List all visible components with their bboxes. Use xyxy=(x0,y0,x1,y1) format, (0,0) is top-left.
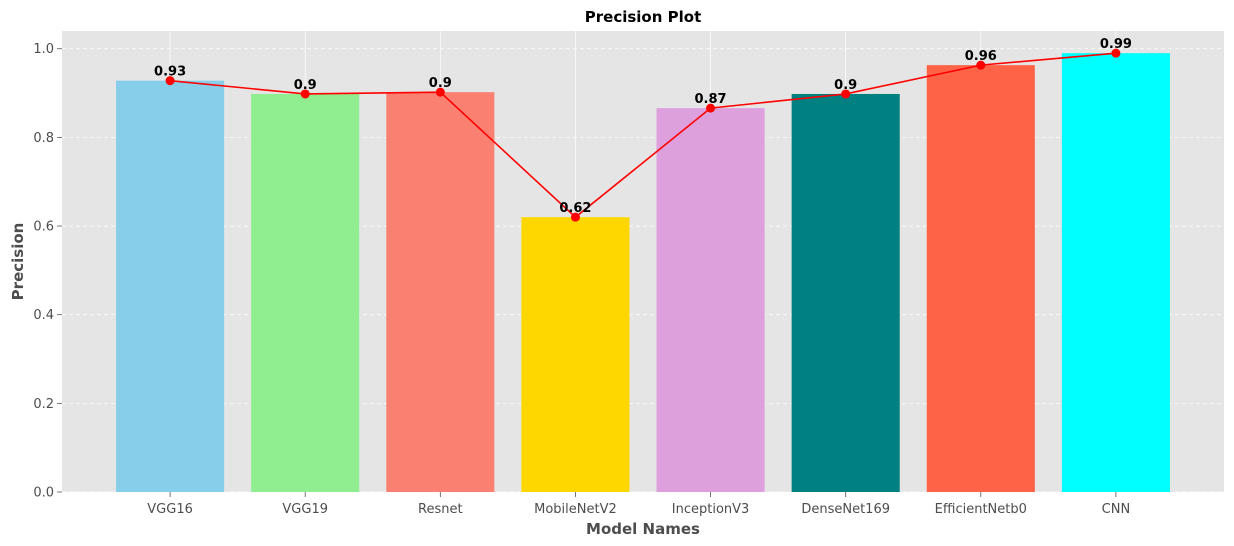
data-label-vgg19: 0.9 xyxy=(294,78,317,93)
y-axis-ticks: 0.0 0.2 0.4 0.6 0.8 1.0 xyxy=(33,42,62,501)
y-tick-label: 0.6 xyxy=(33,220,54,235)
bar-mobilenetv2 xyxy=(521,217,630,492)
bar-densenet169 xyxy=(791,93,900,493)
x-tick-label-efficientnetb0: EfficientNetb0 xyxy=(935,502,1027,517)
bar-cnn xyxy=(1061,53,1170,493)
y-tick-label: 0.2 xyxy=(33,397,54,412)
precision-point-resnet xyxy=(435,87,445,97)
plot-background xyxy=(62,31,1224,492)
x-tick-label-densenet169: DenseNet169 xyxy=(801,502,890,517)
data-label-cnn: 0.99 xyxy=(1100,37,1132,52)
data-label-vgg16: 0.93 xyxy=(154,65,186,80)
x-tick-label-mobilenetv2: MobileNetV2 xyxy=(534,502,617,517)
data-label-efficientnetb0: 0.96 xyxy=(965,49,997,64)
x-tick-label-inceptionv3: InceptionV3 xyxy=(672,502,750,517)
y-tick-label: 0.8 xyxy=(33,131,54,146)
precision-point-cnn xyxy=(1111,48,1121,58)
precision-point-vgg19 xyxy=(300,89,310,99)
y-axis-title: Precision xyxy=(9,223,27,301)
data-labels: 0.93 0.9 0.9 0.62 0.87 0.9 0.96 0.99 xyxy=(154,37,1132,216)
precision-point-mobilenetv2 xyxy=(570,212,580,222)
precision-line-path xyxy=(170,52,1116,219)
x-tick-label-resnet: Resnet xyxy=(418,502,463,517)
y-tick-label: 0.4 xyxy=(33,308,54,323)
bars xyxy=(116,53,1170,493)
x-axis-ticks: VGG16 VGG19 Resnet MobileNetV2 InceptionV3 De… xyxy=(147,492,1130,517)
data-label-resnet: 0.9 xyxy=(429,76,452,91)
precision-line xyxy=(165,48,1121,222)
precision-point-inceptionv3 xyxy=(706,103,716,113)
bar-inceptionv3 xyxy=(656,108,765,492)
bar-efficientnetb0 xyxy=(926,65,1035,493)
bar-vgg16 xyxy=(116,80,225,493)
precision-point-densenet169 xyxy=(841,89,851,99)
data-label-inceptionv3: 0.87 xyxy=(695,92,727,107)
precision-point-efficientnetb0 xyxy=(976,60,986,70)
x-tick-label-vgg19: VGG19 xyxy=(282,502,328,517)
bar-resnet xyxy=(386,92,495,493)
data-label-mobilenetv2: 0.62 xyxy=(559,201,591,216)
y-tick-label: 0.0 xyxy=(33,486,54,501)
data-label-densenet169: 0.9 xyxy=(834,78,857,93)
bar-vgg19 xyxy=(251,93,360,493)
x-tick-label-cnn: CNN xyxy=(1102,502,1131,517)
x-tick-label-vgg16: VGG16 xyxy=(147,502,193,517)
y-tick-label: 1.0 xyxy=(33,42,54,57)
chart-title: Precision Plot xyxy=(585,8,701,26)
x-axis-title: Model Names xyxy=(586,520,700,538)
precision-point-vgg16 xyxy=(165,76,175,86)
